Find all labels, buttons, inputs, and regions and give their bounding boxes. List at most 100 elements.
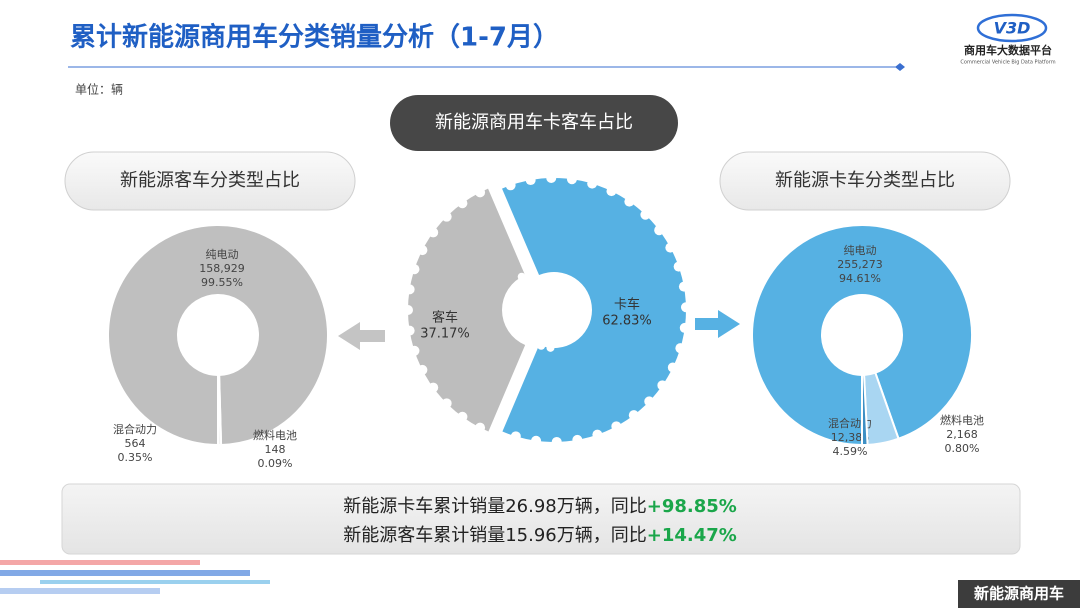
page-title: 累计新能源商用车分类销量分析（1-7月） <box>70 22 559 53</box>
title-pill <box>390 95 678 151</box>
data-label: 158,929 <box>199 262 245 275</box>
scallop <box>680 302 691 313</box>
scallop <box>587 178 598 189</box>
logo-subtitle: Commercial Vehicle Big Data Platform <box>960 60 1055 66</box>
scallop <box>417 245 428 256</box>
scallop <box>428 227 439 238</box>
scallop <box>457 411 468 422</box>
scallop <box>657 380 668 391</box>
slice-group <box>861 373 869 447</box>
data-label: 94.61% <box>839 272 881 285</box>
scallop <box>517 272 526 281</box>
data-label: 0.09% <box>258 457 293 470</box>
scallop <box>566 174 577 185</box>
data-label: 纯电动 <box>206 248 239 261</box>
chart-title: 新能源卡车分类型占比 <box>775 170 955 191</box>
scallop <box>510 431 521 442</box>
scallop <box>403 305 413 315</box>
data-label: 客车 <box>432 310 458 326</box>
data-label: 燃料电池 <box>940 413 984 427</box>
scallop <box>409 264 420 275</box>
data-label: 纯电动 <box>844 244 877 257</box>
scallop <box>505 180 516 191</box>
scallop <box>654 225 665 236</box>
data-label: 混合动力 <box>113 422 157 436</box>
title-pill <box>719 151 1011 211</box>
arrow <box>695 310 740 338</box>
scallop <box>409 345 420 356</box>
scallop <box>531 435 542 446</box>
scallop <box>441 398 452 409</box>
slice-group <box>751 224 973 447</box>
scallop <box>611 421 622 432</box>
scallop <box>624 196 635 207</box>
scallop <box>675 343 686 354</box>
scallop <box>404 325 415 336</box>
logo-mark: V3D <box>994 19 1031 38</box>
summary: 新能源卡车累计销量26.98万辆，同比+98.85%新能源客车累计销量15.96… <box>343 496 737 546</box>
data-label: 0.35% <box>118 451 153 464</box>
data-label: 燃料电池 <box>253 428 297 442</box>
slice <box>408 188 526 432</box>
summary-growth: +98.85% <box>647 496 737 517</box>
scallop <box>628 410 639 421</box>
slice <box>861 373 869 447</box>
title-pill <box>64 151 356 211</box>
scallop <box>417 364 428 375</box>
scallop <box>537 341 546 350</box>
decor <box>0 560 270 594</box>
scallop <box>441 211 452 222</box>
scallop <box>572 434 583 445</box>
slice <box>217 373 220 447</box>
scallop <box>640 209 651 220</box>
data-label: 148 <box>265 443 286 456</box>
slice <box>107 224 329 447</box>
scallop <box>428 382 439 393</box>
data-label: 37.17% <box>420 327 470 342</box>
scallop <box>551 436 562 447</box>
data-label: 卡车 <box>614 297 640 313</box>
slice <box>502 177 686 442</box>
scallop <box>546 173 557 184</box>
scallop <box>667 362 678 373</box>
footer-tag: 新能源商用车 <box>974 585 1064 603</box>
scallop <box>679 322 690 333</box>
logo-ring <box>976 13 1048 43</box>
data-label: 0.80% <box>945 442 980 455</box>
arrow <box>338 322 385 350</box>
chart-title: 新能源商用车卡客车占比 <box>435 112 633 133</box>
footer-tag-box <box>958 580 1080 608</box>
scallop <box>475 422 486 433</box>
rule-diamond <box>895 63 905 71</box>
scallop <box>404 284 415 295</box>
data-label: 4.59% <box>833 445 868 458</box>
scallop <box>475 187 486 198</box>
scallop <box>644 396 655 407</box>
scallop <box>678 281 689 292</box>
scallop <box>673 261 684 272</box>
summary-text: 新能源客车累计销量15.96万辆，同比 <box>343 525 647 546</box>
summary-text: 新能源卡车累计销量26.98万辆，同比 <box>343 496 647 517</box>
scallop <box>457 198 468 209</box>
scallop <box>665 242 676 253</box>
data-label: 2,168 <box>946 428 978 441</box>
scallop <box>525 175 536 186</box>
data-label: 564 <box>125 437 146 450</box>
scallop <box>546 343 555 352</box>
logo-name: 商用车大数据平台 <box>964 43 1052 57</box>
data-label: 255,273 <box>837 258 883 271</box>
summary-box <box>61 483 1021 555</box>
scallop <box>592 429 603 440</box>
summary-line: 新能源客车累计销量15.96万辆，同比+14.47% <box>343 525 737 546</box>
unit: 单位：辆 <box>75 82 123 97</box>
slice-group <box>502 173 691 447</box>
data-label: 62.83% <box>602 314 652 329</box>
data-label: 12,386 <box>831 431 870 444</box>
chart-title: 新能源客车分类型占比 <box>120 170 300 191</box>
summary-line: 新能源卡车累计销量26.98万辆，同比+98.85% <box>343 496 737 517</box>
data-label: 99.55% <box>201 276 243 289</box>
slice-group <box>403 187 526 433</box>
slice-group <box>217 373 220 447</box>
